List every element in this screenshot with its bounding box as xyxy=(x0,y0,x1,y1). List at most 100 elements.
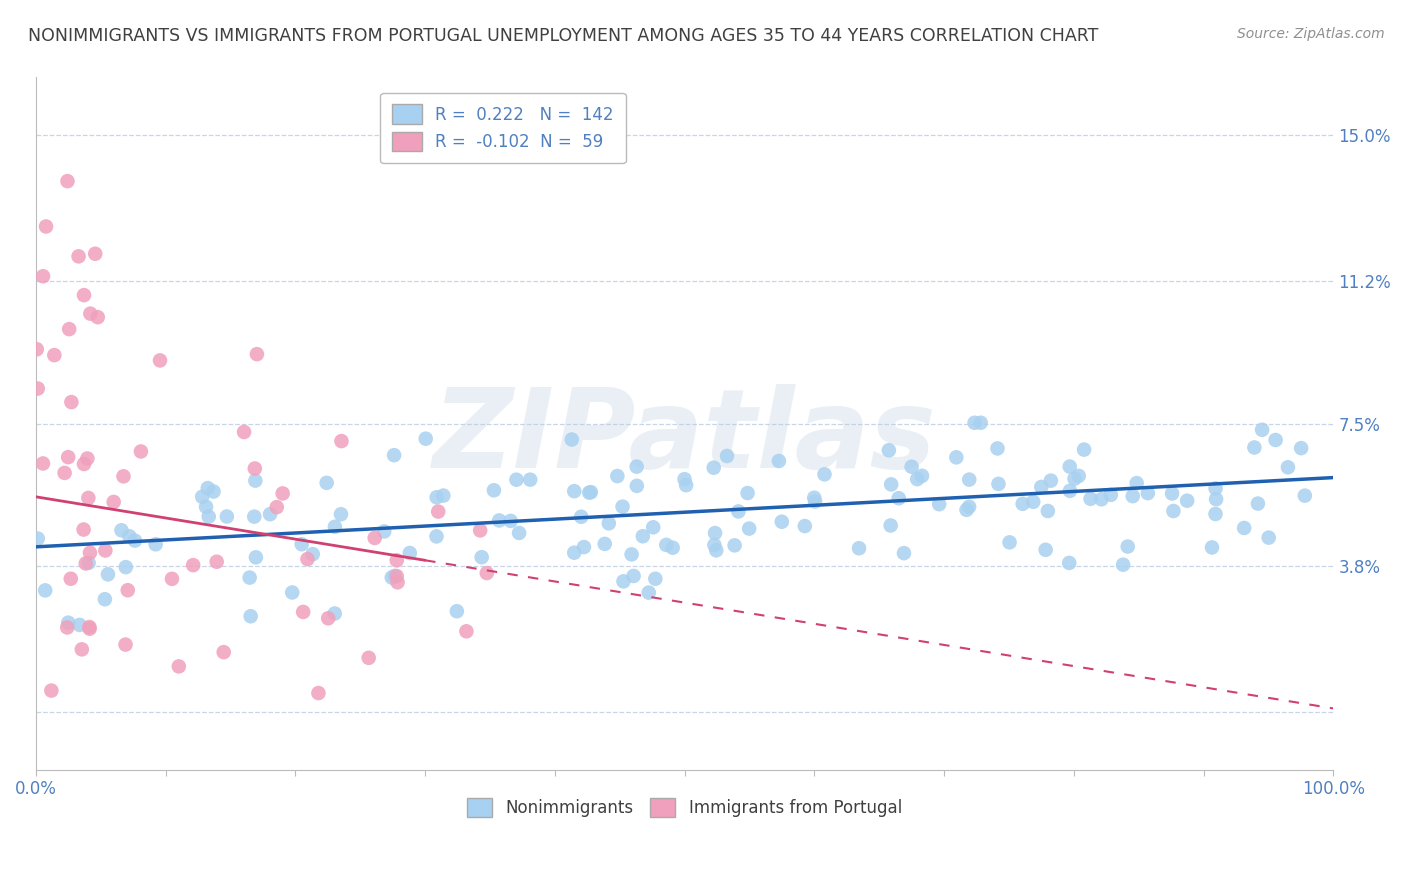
Point xyxy=(1136,486,1159,500)
Point xyxy=(612,574,634,589)
Point xyxy=(25,343,48,357)
Point xyxy=(508,525,530,540)
Point xyxy=(357,650,380,665)
Point xyxy=(631,529,654,543)
Point xyxy=(1099,488,1122,502)
Point xyxy=(1205,492,1227,507)
Point xyxy=(239,609,262,624)
Point xyxy=(67,249,90,263)
Point xyxy=(75,557,97,571)
Point xyxy=(114,560,136,574)
Point xyxy=(79,620,101,634)
Point xyxy=(1161,486,1184,500)
Point xyxy=(58,322,80,336)
Point xyxy=(97,567,120,582)
Point xyxy=(1090,492,1112,507)
Point xyxy=(1243,441,1265,455)
Point xyxy=(471,550,494,565)
Point xyxy=(259,507,281,521)
Legend: Nonimmigrants, Immigrants from Portugal: Nonimmigrants, Immigrants from Portugal xyxy=(461,791,908,824)
Point xyxy=(1277,460,1299,475)
Point xyxy=(117,583,139,598)
Point xyxy=(1011,497,1033,511)
Point xyxy=(475,566,498,580)
Point xyxy=(323,520,346,534)
Point xyxy=(53,466,76,480)
Point xyxy=(330,508,353,522)
Point xyxy=(385,569,408,583)
Point xyxy=(963,416,986,430)
Point xyxy=(245,550,267,565)
Point xyxy=(94,592,117,607)
Point xyxy=(73,288,96,302)
Point xyxy=(446,604,468,618)
Point xyxy=(957,500,980,514)
Point xyxy=(245,474,267,488)
Point xyxy=(737,486,759,500)
Point xyxy=(103,495,125,509)
Point xyxy=(60,395,83,409)
Point xyxy=(167,659,190,673)
Point xyxy=(1247,497,1270,511)
Point xyxy=(572,540,595,554)
Point xyxy=(482,483,505,498)
Point xyxy=(364,531,387,545)
Point xyxy=(271,486,294,500)
Point xyxy=(145,537,167,551)
Point xyxy=(425,529,447,543)
Point xyxy=(1073,442,1095,457)
Point xyxy=(1163,504,1185,518)
Point xyxy=(738,522,761,536)
Point xyxy=(612,500,634,514)
Point xyxy=(723,538,745,552)
Point xyxy=(281,585,304,599)
Point xyxy=(561,433,583,447)
Point xyxy=(160,572,183,586)
Point xyxy=(87,310,110,325)
Point xyxy=(79,307,101,321)
Point xyxy=(957,473,980,487)
Point xyxy=(606,469,628,483)
Point xyxy=(1205,507,1227,521)
Point xyxy=(1233,521,1256,535)
Point xyxy=(1022,495,1045,509)
Point xyxy=(562,484,585,499)
Point xyxy=(848,541,870,556)
Point xyxy=(56,174,79,188)
Point xyxy=(470,524,492,538)
Point xyxy=(768,454,790,468)
Point xyxy=(804,494,827,508)
Point xyxy=(215,509,238,524)
Point xyxy=(1116,540,1139,554)
Point xyxy=(770,515,793,529)
Point xyxy=(562,546,585,560)
Point xyxy=(905,472,928,486)
Point xyxy=(34,583,56,598)
Point xyxy=(381,570,404,584)
Point xyxy=(519,473,541,487)
Point xyxy=(398,546,420,560)
Point xyxy=(118,529,141,543)
Point xyxy=(579,485,602,500)
Point xyxy=(499,514,522,528)
Point xyxy=(623,569,645,583)
Point xyxy=(998,535,1021,549)
Point xyxy=(266,500,288,515)
Point xyxy=(79,622,101,636)
Point xyxy=(297,552,319,566)
Point xyxy=(77,491,100,505)
Point xyxy=(704,526,727,541)
Point xyxy=(1036,504,1059,518)
Point xyxy=(1059,483,1081,498)
Point xyxy=(387,575,409,590)
Point xyxy=(114,638,136,652)
Point xyxy=(1035,542,1057,557)
Point xyxy=(72,523,94,537)
Point xyxy=(330,434,353,448)
Point xyxy=(637,585,659,599)
Point xyxy=(1125,476,1147,491)
Point xyxy=(56,450,79,464)
Point xyxy=(1264,433,1286,447)
Point xyxy=(110,523,132,537)
Point xyxy=(129,444,152,458)
